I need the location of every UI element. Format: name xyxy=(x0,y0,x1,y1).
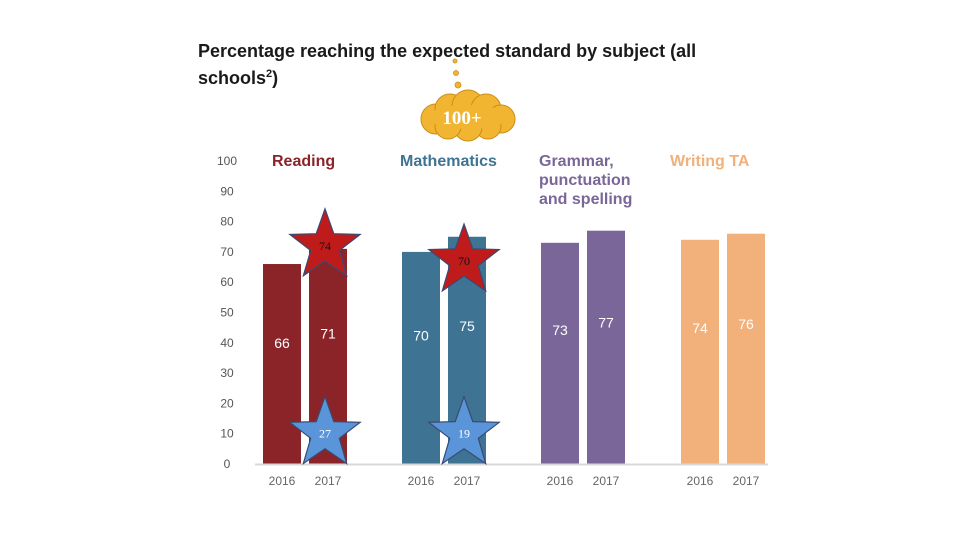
bar xyxy=(402,251,440,464)
bar-value-label: 70 xyxy=(413,327,429,343)
star-shape xyxy=(427,222,501,293)
cloud-core xyxy=(428,105,508,129)
star-label: 27 xyxy=(319,427,331,441)
subject-label: and spelling xyxy=(539,191,632,208)
y-tick-label: 60 xyxy=(220,275,234,289)
x-tick-label: 2017 xyxy=(733,474,760,488)
subject-label: Grammar, xyxy=(539,153,614,170)
x-tick-label: 2016 xyxy=(408,474,435,488)
y-tick-label: 20 xyxy=(220,396,234,410)
x-tick-label: 2017 xyxy=(315,474,342,488)
callout-cloud: 100+ xyxy=(420,89,516,142)
bar xyxy=(727,233,765,464)
subject-label: Reading xyxy=(272,153,335,170)
subject-label: punctuation xyxy=(539,172,631,189)
y-tick-label: 10 xyxy=(220,427,234,441)
bar-value-label: 71 xyxy=(320,326,336,342)
y-axis: 0 10 20 30 40 50 60 70 80 90 100 xyxy=(217,154,237,471)
bar xyxy=(587,230,625,464)
y-tick-label: 30 xyxy=(220,366,234,380)
y-tick-label: 50 xyxy=(220,306,234,320)
callout-dot xyxy=(454,81,462,89)
x-tick-label: 2016 xyxy=(547,474,574,488)
star-shape xyxy=(288,206,362,278)
bar-value-label: 76 xyxy=(738,316,754,332)
star-annotations: 74 70 27 19 xyxy=(288,206,501,466)
star-label: 19 xyxy=(458,427,470,441)
bar-value-label: 75 xyxy=(459,318,475,334)
chart-title-text: Percentage reaching the expected standar… xyxy=(198,41,697,88)
callout-dot xyxy=(452,58,458,64)
bar xyxy=(541,242,579,464)
bar xyxy=(681,239,719,464)
bar-value-label: 77 xyxy=(598,314,614,330)
star-label: 70 xyxy=(458,254,470,268)
star-label: 74 xyxy=(319,239,331,253)
chart-title-end: ) xyxy=(272,68,279,88)
callout-dot xyxy=(453,70,459,76)
x-tick-label: 2017 xyxy=(593,474,620,488)
bar xyxy=(263,264,301,464)
y-tick-label: 70 xyxy=(220,245,234,259)
y-tick-label: 40 xyxy=(220,336,234,350)
subject-label: Writing TA xyxy=(670,153,750,170)
x-tick-label: 2016 xyxy=(687,474,714,488)
callout-label: 100+ xyxy=(442,108,481,129)
bar-value-label: 66 xyxy=(274,335,290,351)
y-tick-label: 0 xyxy=(224,457,231,471)
callout-dots xyxy=(452,58,462,89)
y-tick-label: 90 xyxy=(220,184,234,198)
bar-value-label: 73 xyxy=(552,322,568,338)
bar-value-label: 74 xyxy=(692,320,708,336)
y-tick-label: 100 xyxy=(217,154,237,168)
chart-title-superscript: 2 xyxy=(266,68,273,80)
star-shape xyxy=(427,394,501,466)
subject-label: Mathematics xyxy=(400,153,497,170)
star-shape xyxy=(288,394,362,466)
x-tick-label: 2016 xyxy=(269,474,296,488)
chart-title: Percentage reaching the expected standar… xyxy=(198,40,738,90)
x-tick-label: 2017 xyxy=(454,474,481,488)
y-tick-label: 80 xyxy=(220,215,234,229)
